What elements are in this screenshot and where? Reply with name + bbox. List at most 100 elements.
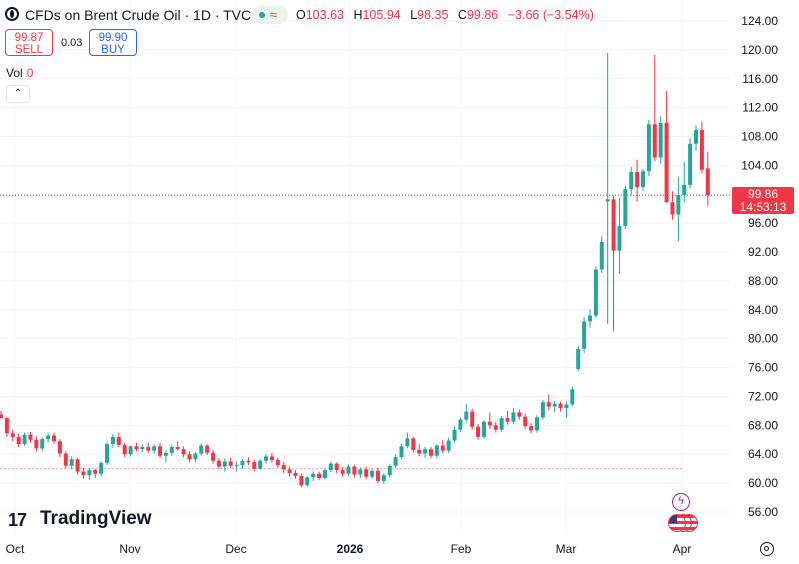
candle-body: [81, 471, 86, 476]
volume-value: 0: [26, 66, 34, 80]
y-tick-label: 120.00: [741, 43, 778, 57]
candle-body: [605, 199, 610, 202]
symbol-title[interactable]: CFDs on Brent Crude Oil · 1D · TVC: [25, 7, 252, 23]
time-axis[interactable]: Oct Nov Dec 2026 Feb Mar Apr: [6, 542, 692, 556]
candle-body: [116, 436, 121, 445]
candle-body: [40, 439, 45, 449]
candle-body: [617, 226, 622, 251]
candle-body: [187, 454, 192, 460]
y-tick-label: 60.00: [748, 476, 778, 490]
chevron-up-icon: ⌃: [13, 88, 23, 99]
candle-body: [240, 460, 245, 466]
low-value: 98.35: [417, 8, 449, 22]
last-price-value: 99.86: [747, 187, 779, 201]
candle-body: [275, 460, 280, 466]
ohlc-readout: O103.63 H105.94 L98.35 C99.86 −3.66 (−3.…: [296, 8, 600, 22]
price-axis[interactable]: 124.00120.00116.00112.00108.00104.00100.…: [741, 14, 778, 519]
logo-icon[interactable]: [5, 7, 19, 21]
candle-body: [682, 184, 687, 196]
candle-body: [694, 130, 699, 144]
candle-body: [205, 445, 210, 453]
settings-icon[interactable]: [760, 542, 774, 556]
candle-body: [393, 457, 398, 466]
candle-body: [69, 459, 74, 466]
candle-body: [175, 447, 180, 450]
candle-body: [505, 418, 510, 422]
candle-body: [199, 445, 204, 454]
candle-body: [299, 475, 304, 486]
candle-body: [641, 171, 646, 188]
collapse-legend-button[interactable]: ⌃: [6, 85, 30, 103]
candle-body: [499, 418, 504, 430]
high-key: H: [353, 8, 363, 22]
candle-body: [146, 447, 151, 451]
candle-body: [517, 412, 522, 417]
x-tick-label: Feb: [451, 542, 472, 556]
candle-body: [134, 446, 139, 450]
tradingview-wordmark: TradingView: [40, 508, 152, 529]
candle-body: [311, 473, 316, 478]
countdown-timer: 14:53:13: [739, 200, 787, 214]
candle-body: [417, 449, 422, 454]
candle-body: [552, 403, 557, 407]
candle-body: [611, 199, 616, 251]
candle-body: [163, 452, 168, 456]
buy-button[interactable]: 99.90 BUY: [89, 29, 137, 56]
candle-body: [269, 456, 274, 461]
candle-body: [63, 453, 68, 466]
candle-body: [434, 445, 439, 456]
candle-body: [464, 411, 469, 420]
chart-grid: [0, 0, 730, 535]
x-tick-label: Nov: [119, 542, 140, 556]
candle-body: [346, 466, 351, 474]
bolt-icon[interactable]: ϟ: [672, 493, 690, 511]
sell-button[interactable]: 99.87 SELL: [5, 29, 53, 56]
y-tick-label: 84.00: [748, 303, 778, 317]
candle-body: [423, 449, 428, 454]
candle-body: [258, 460, 263, 469]
y-tick-label: 124.00: [741, 14, 778, 28]
status-dot-icon: [259, 12, 265, 18]
candle-body: [358, 469, 363, 475]
wave-icon: ≈: [270, 7, 278, 22]
y-tick-label: 88.00: [748, 274, 778, 288]
candles: [0, 52, 710, 488]
y-tick-label: 92.00: [748, 245, 778, 259]
y-tick-label: 104.00: [741, 158, 778, 172]
candle-body: [110, 436, 115, 445]
close-value: 99.86: [466, 8, 499, 22]
candle-body: [529, 426, 534, 431]
candle-body: [93, 470, 98, 474]
y-tick-label: 116.00: [742, 72, 778, 86]
spread-value: 0.03: [61, 37, 83, 49]
sell-label: SELL: [14, 44, 44, 56]
candle-body: [399, 446, 404, 458]
candle-body: [370, 470, 375, 477]
candle-body: [381, 475, 386, 481]
candle-body: [99, 462, 104, 474]
candle-body: [287, 469, 292, 474]
candle-body: [582, 321, 587, 349]
candle-body: [670, 202, 675, 215]
economic-events[interactable]: [668, 514, 704, 534]
candle-body: [34, 439, 39, 449]
candle-body: [458, 419, 463, 430]
candle-body: [252, 462, 257, 469]
candle-body: [340, 470, 345, 474]
market-status-badge[interactable]: ≈: [252, 6, 288, 24]
x-tick-label: Mar: [556, 542, 577, 556]
candle-body: [305, 477, 310, 486]
volume-legend: Vol 0: [6, 66, 33, 80]
candle-body: [658, 122, 663, 158]
candle-body: [128, 446, 133, 455]
candle-body: [440, 445, 445, 451]
change-value: −3.66 (−3.54%): [507, 8, 594, 22]
candle-body: [322, 470, 327, 479]
candle-body: [487, 421, 492, 426]
candle-body: [317, 473, 322, 479]
candle-body: [75, 459, 80, 472]
candle-body: [216, 460, 221, 467]
us-flag-icon: [668, 514, 686, 532]
candle-body: [87, 470, 92, 476]
